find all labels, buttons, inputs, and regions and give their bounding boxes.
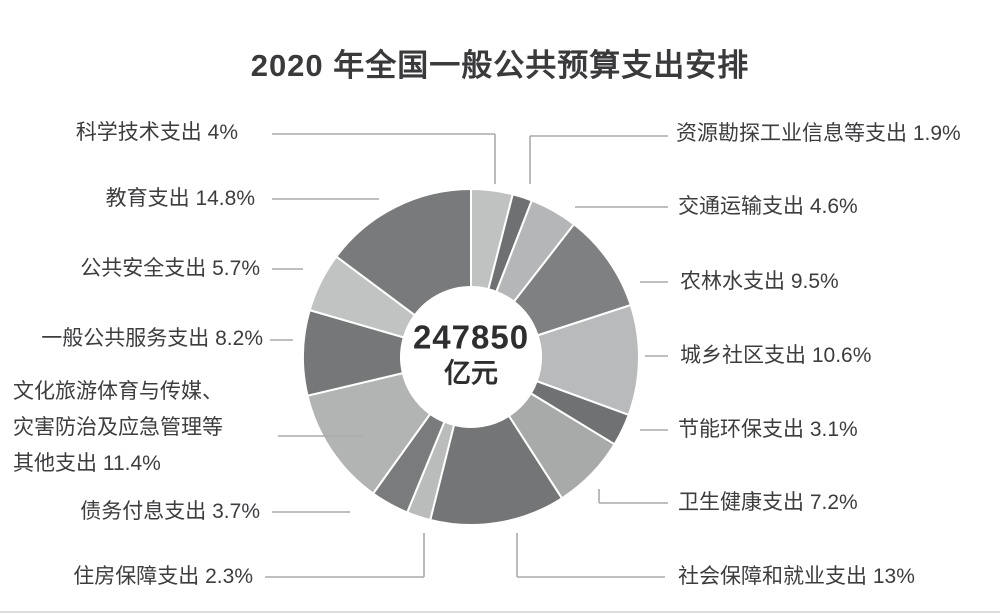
slice-label-health: 卫生健康支出 7.2% [678,491,858,514]
slice-label-resources: 资源勘探工业信息等支出 1.9% [676,122,961,145]
donut-center-unit: 亿元 [444,358,498,389]
slice-label-culture_other: 文化旅游体育与传媒、 灾害防治及应急管理等 其他支出 11.4% [13,380,223,475]
slice-label-public_security: 公共安全支出 5.7% [80,257,260,280]
slice-label-social_security: 社会保障和就业支出 13% [678,565,915,588]
slice-label-science: 科学技术支出 4% [75,121,238,144]
donut-slice-education [335,188,472,317]
donut-center-value: 247850 [412,318,530,356]
slice-label-urban_rural: 城乡社区支出 10.6% [680,344,872,367]
slice-label-debt_interest: 债务付息支出 3.7% [80,500,260,523]
chart-title: 2020 年全国一般公共预算支出安排 [250,48,750,83]
slice-label-energy_env: 节能环保支出 3.1% [678,418,858,441]
slice-label-education: 教育支出 14.8% [105,187,255,210]
slice-label-agriculture: 农林水支出 9.5% [680,270,839,293]
bottom-divider [0,611,1000,613]
slice-label-housing: 住房保障支出 2.3% [73,565,253,588]
donut-center-label: 247850 亿元 [413,319,529,393]
slice-label-transport: 交通运输支出 4.6% [678,195,858,218]
slice-label-general_public: 一般公共服务支出 8.2% [41,327,263,350]
